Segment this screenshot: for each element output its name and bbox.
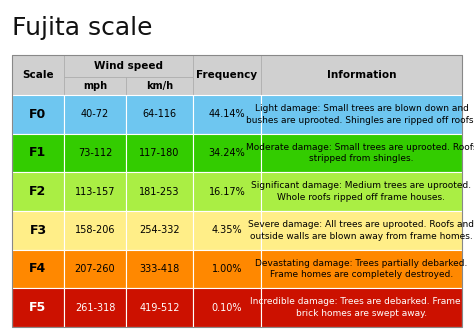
Text: Information: Information bbox=[327, 70, 396, 80]
Text: 64-116: 64-116 bbox=[143, 109, 176, 119]
Text: 207-260: 207-260 bbox=[75, 264, 115, 274]
Text: F4: F4 bbox=[29, 263, 46, 275]
Text: Light damage: Small trees are blown down and
bushes are uprooted. Shingles are r: Light damage: Small trees are blown down… bbox=[246, 104, 474, 125]
Bar bbox=[126, 288, 193, 327]
Text: F2: F2 bbox=[29, 185, 46, 198]
Bar bbox=[193, 95, 261, 134]
Bar bbox=[193, 134, 261, 172]
Text: km/h: km/h bbox=[146, 81, 173, 91]
Text: Devastating damage: Trees partially debarked.
Frame homes are completely destroy: Devastating damage: Trees partially deba… bbox=[255, 259, 468, 279]
Text: Wind speed: Wind speed bbox=[94, 61, 163, 71]
Bar bbox=[261, 172, 462, 211]
Text: 40-72: 40-72 bbox=[81, 109, 109, 119]
Text: 4.35%: 4.35% bbox=[212, 225, 242, 235]
Text: 254-332: 254-332 bbox=[139, 225, 180, 235]
Bar bbox=[193, 250, 261, 288]
Bar bbox=[261, 95, 462, 134]
Bar bbox=[261, 250, 462, 288]
Text: 113-157: 113-157 bbox=[75, 187, 115, 197]
Text: 0.10%: 0.10% bbox=[212, 303, 242, 313]
Text: F0: F0 bbox=[29, 108, 46, 121]
Bar bbox=[126, 95, 193, 134]
Text: Scale: Scale bbox=[22, 70, 54, 80]
Text: Severe damage: All trees are uprooted. Roofs and
outside walls are blown away fr: Severe damage: All trees are uprooted. R… bbox=[248, 220, 474, 241]
Bar bbox=[193, 172, 261, 211]
Text: Frequency: Frequency bbox=[196, 70, 257, 80]
Bar bbox=[126, 134, 193, 172]
Bar bbox=[64, 250, 126, 288]
Bar bbox=[126, 250, 193, 288]
Text: 117-180: 117-180 bbox=[139, 148, 180, 158]
Text: F5: F5 bbox=[29, 301, 46, 314]
Bar bbox=[64, 95, 126, 134]
Text: Fujita scale: Fujita scale bbox=[12, 16, 153, 40]
Bar bbox=[126, 211, 193, 250]
Bar bbox=[261, 288, 462, 327]
Bar bbox=[12, 288, 64, 327]
Bar bbox=[126, 77, 193, 95]
Bar bbox=[12, 55, 64, 95]
Text: 333-418: 333-418 bbox=[139, 264, 180, 274]
Text: 1.00%: 1.00% bbox=[212, 264, 242, 274]
Text: Incredible damage: Trees are debarked. Frame or
brick homes are swept away.: Incredible damage: Trees are debarked. F… bbox=[250, 297, 473, 318]
Text: 73-112: 73-112 bbox=[78, 148, 112, 158]
Text: 419-512: 419-512 bbox=[139, 303, 180, 313]
Text: 16.17%: 16.17% bbox=[209, 187, 246, 197]
Bar bbox=[12, 211, 64, 250]
Bar bbox=[261, 134, 462, 172]
Bar bbox=[64, 77, 126, 95]
Bar bbox=[193, 55, 261, 95]
Bar bbox=[193, 288, 261, 327]
Bar bbox=[64, 55, 193, 77]
Bar bbox=[64, 211, 126, 250]
Bar bbox=[261, 211, 462, 250]
Bar bbox=[126, 172, 193, 211]
Text: mph: mph bbox=[83, 81, 107, 91]
Text: F3: F3 bbox=[29, 224, 46, 237]
Text: 34.24%: 34.24% bbox=[209, 148, 246, 158]
Bar bbox=[193, 211, 261, 250]
Text: F1: F1 bbox=[29, 146, 46, 159]
Bar bbox=[12, 172, 64, 211]
Bar bbox=[12, 134, 64, 172]
Bar bbox=[12, 55, 462, 327]
Text: Moderate damage: Small trees are uprooted. Roofs
stripped from shingles.: Moderate damage: Small trees are uproote… bbox=[246, 143, 474, 163]
Bar bbox=[261, 55, 462, 95]
Text: 44.14%: 44.14% bbox=[209, 109, 246, 119]
Bar bbox=[64, 134, 126, 172]
Text: 181-253: 181-253 bbox=[139, 187, 180, 197]
Text: Significant damage: Medium trees are uprooted.
Whole roofs ripped off frame hous: Significant damage: Medium trees are upr… bbox=[251, 182, 472, 202]
Bar bbox=[12, 250, 64, 288]
Text: 261-318: 261-318 bbox=[75, 303, 115, 313]
Text: 158-206: 158-206 bbox=[75, 225, 115, 235]
Bar bbox=[64, 172, 126, 211]
Bar bbox=[64, 288, 126, 327]
Bar bbox=[12, 95, 64, 134]
